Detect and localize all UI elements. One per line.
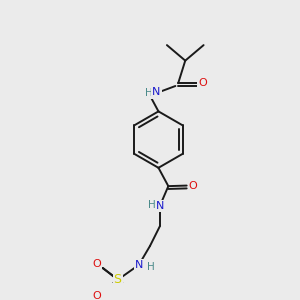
- Text: O: O: [92, 291, 101, 300]
- Text: N: N: [156, 201, 164, 211]
- Text: O: O: [188, 181, 197, 190]
- Text: O: O: [198, 78, 207, 88]
- Text: N: N: [134, 260, 143, 270]
- Text: H: H: [147, 262, 154, 272]
- Text: H: H: [148, 200, 156, 210]
- Text: O: O: [92, 259, 101, 269]
- Text: S: S: [114, 273, 122, 286]
- Text: N: N: [152, 87, 161, 97]
- Text: H: H: [145, 88, 152, 98]
